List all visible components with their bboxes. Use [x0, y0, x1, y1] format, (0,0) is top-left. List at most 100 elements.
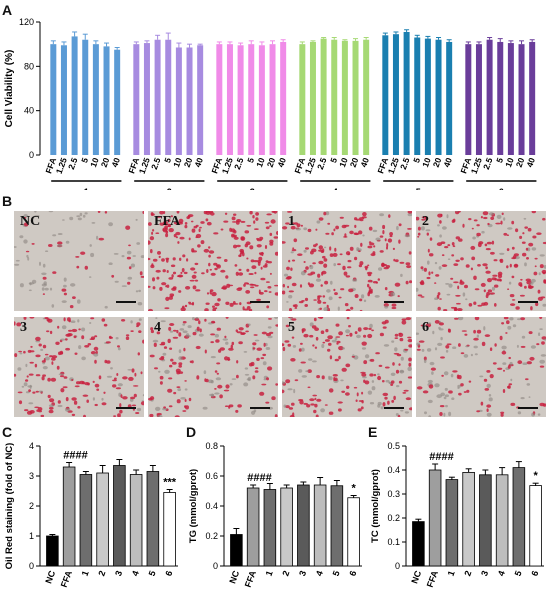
micrograph-label: 3 [20, 320, 27, 335]
x-tick-label: 40 [109, 156, 122, 169]
bar [92, 44, 99, 155]
bar [113, 465, 126, 567]
micrograph-8: 6 [416, 317, 546, 417]
bar [465, 44, 472, 155]
y-tick-label: 2 [29, 501, 34, 511]
y-tick-label: 0.2 [205, 531, 218, 541]
x-tick-label: 10 [420, 156, 433, 169]
x-tick-label: NC [43, 569, 57, 585]
bar [320, 38, 327, 155]
y-axis-label: Cell Viability (%) [4, 50, 15, 128]
x-tick-label: 20 [99, 156, 112, 169]
y-tick-label: 0.2 [387, 513, 400, 523]
bar [165, 39, 172, 155]
y-tick-label: 120 [19, 17, 34, 27]
x-tick-label: 5 [245, 156, 256, 164]
tg-chart: 0 0.2 0.4 0.6 0.8 TG (mmol/gprot) NC FFA 1 2 3 4 5 6 #… [188, 441, 362, 589]
bar [79, 474, 93, 567]
x-tick-label: 10 [171, 156, 184, 169]
bar [96, 472, 109, 567]
bar [280, 487, 293, 567]
y-axis-label: Oil Red staining (fold of NC) [4, 443, 15, 570]
x-tick-label: 2 [96, 569, 107, 577]
significance-marker: #### [247, 472, 271, 484]
bar [50, 44, 57, 155]
bar [60, 45, 67, 155]
bar [71, 36, 78, 155]
bar [82, 39, 89, 155]
x-tick-label: FFA [59, 569, 74, 589]
significance-marker: #### [63, 450, 87, 462]
y-tick-label: 0.6 [205, 471, 218, 481]
x-tick-label: 6 [163, 569, 174, 577]
y-tick-label: 1 [29, 531, 34, 541]
x-tick-label: 5 [328, 156, 339, 164]
y-tick-label: 0.5 [387, 441, 400, 451]
bar [507, 43, 514, 155]
significance-marker: * [351, 483, 356, 495]
scale-bar [518, 407, 538, 409]
x-tick-label: FFA [243, 569, 258, 589]
micrograph-cells [416, 317, 546, 417]
panel-letter-b: B [2, 193, 13, 209]
bar [297, 484, 310, 567]
bar [269, 44, 276, 155]
bar [133, 44, 140, 155]
bar [313, 484, 327, 567]
x-tick-label: 4 [314, 569, 325, 577]
bar [230, 534, 243, 567]
bar [341, 40, 348, 155]
panel-letter-e: E [368, 424, 378, 440]
scale-bar [518, 301, 538, 303]
y-axis-label: TG (mmol/gprot) [188, 469, 199, 543]
bar [486, 39, 493, 155]
bar [309, 41, 316, 156]
x-tick-label: 4 [130, 569, 141, 577]
y-tick-label: 0 [29, 150, 34, 160]
micrograph-cells [416, 211, 546, 311]
x-tick-label: FFA [425, 569, 440, 589]
bar [428, 469, 442, 567]
bar [330, 485, 344, 567]
bar [163, 492, 176, 567]
bar [280, 41, 287, 156]
x-tick-label: 5 [147, 569, 158, 577]
bar [435, 39, 442, 155]
bar [46, 535, 59, 567]
scale-bar [250, 301, 270, 303]
micrograph-label: 6 [422, 320, 429, 335]
micrograph-cells [148, 317, 278, 417]
bar [445, 479, 459, 567]
micrograph-7: 5 [282, 317, 412, 417]
bar [495, 474, 509, 567]
micrograph-label: 5 [288, 320, 295, 335]
bar [146, 471, 160, 567]
bar [143, 43, 150, 155]
y-tick-label: 0 [213, 561, 218, 571]
bar [512, 467, 526, 567]
x-tick-label: 4 [496, 569, 507, 577]
x-tick-label: 3 [113, 569, 124, 577]
x-tick-label: 5 [331, 569, 342, 577]
bar [175, 47, 182, 155]
x-tick-label: 1 [80, 569, 91, 577]
x-tick-label: 40 [192, 156, 205, 169]
panel-letter-a: A [2, 2, 13, 18]
bar [114, 49, 121, 156]
bar [103, 46, 110, 156]
x-tick-label: 40 [275, 156, 288, 169]
bar [237, 45, 244, 155]
group-label: 2 [167, 187, 172, 190]
x-tick-label: 20 [182, 156, 195, 169]
x-tick-label: 2.5 [232, 156, 246, 171]
bar [475, 44, 482, 155]
bar [529, 41, 536, 156]
bar [412, 521, 425, 567]
bar [299, 44, 306, 155]
x-tick-label: 20 [514, 156, 527, 169]
scale-bar [250, 407, 270, 409]
micrograph-cells [14, 211, 144, 309]
micrograph-label: 1 [288, 214, 295, 229]
x-tick-label: 2.5 [398, 156, 412, 171]
